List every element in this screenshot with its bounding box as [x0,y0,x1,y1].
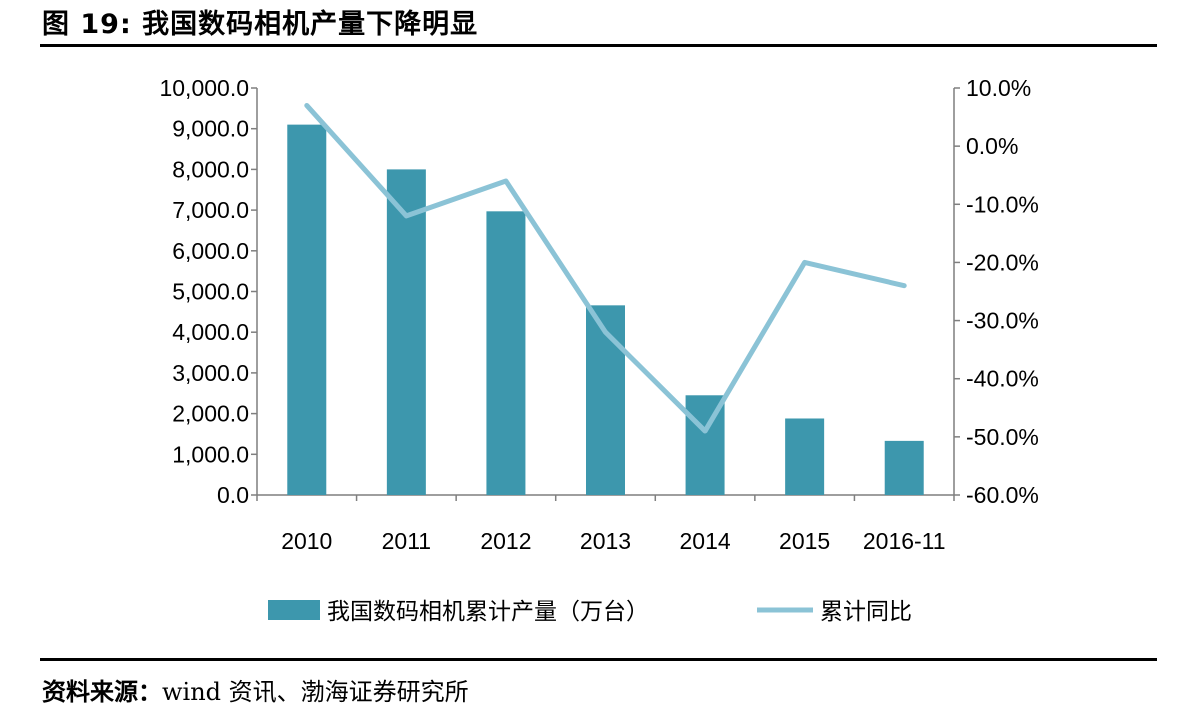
left-tick-label: 1,000.0 [172,441,249,467]
right-tick-label: -30.0% [966,308,1039,334]
chart: 0.0 1,000.0 2,000.0 3,000.0 4,000.0 5,000.0 6,… [159,75,1039,624]
bar [586,305,625,495]
top-rule [40,44,1157,47]
bottom-rule [40,658,1157,661]
bar [884,440,924,495]
bar [486,211,526,496]
legend-bar-swatch [268,600,320,620]
right-tick-label: 10.0% [966,75,1031,101]
source-note: 资料来源：wind 资讯、渤海证券研究所 [42,672,469,707]
left-tick-label: 6,000.0 [172,238,249,264]
legend-line-label: 累计同比 [820,598,912,624]
x-tick-label: 2012 [480,528,531,554]
left-tick-label: 5,000.0 [172,279,249,305]
x-tick-label: 2015 [779,528,830,554]
figure-title: 图 19: 我国数码相机产量下降明显 [42,9,479,40]
left-tick-label: 0.0 [217,482,249,508]
left-tick-label: 4,000.0 [172,319,249,345]
right-tick-label: -60.0% [966,482,1039,508]
right-tick-label: -10.0% [966,191,1039,217]
left-tick-label: 10,000.0 [159,75,249,101]
left-tick-label: 7,000.0 [172,197,249,223]
x-tick-label: 2013 [580,528,631,554]
right-tick-label: 0.0% [966,133,1018,159]
bar [785,418,825,495]
legend-bar-label: 我国数码相机累计产量（万台） [327,598,649,624]
left-tick-label: 9,000.0 [172,116,249,142]
source-label: 资料来源： [42,678,162,706]
x-tick-label: 2010 [281,528,332,554]
x-tick-label: 2011 [382,528,431,554]
bar [386,169,426,495]
x-tick-label: 2014 [679,528,730,554]
left-tick-label: 8,000.0 [172,156,249,182]
source-text: wind 资讯、渤海证券研究所 [162,678,469,706]
right-tick-label: -20.0% [966,249,1039,275]
right-tick-label: -40.0% [966,366,1039,392]
right-tick-label: -50.0% [966,424,1039,450]
left-tick-label: 2,000.0 [172,401,249,427]
x-tick-label: 2016-11 [863,528,946,554]
bar [287,124,327,495]
left-tick-label: 3,000.0 [172,360,249,386]
